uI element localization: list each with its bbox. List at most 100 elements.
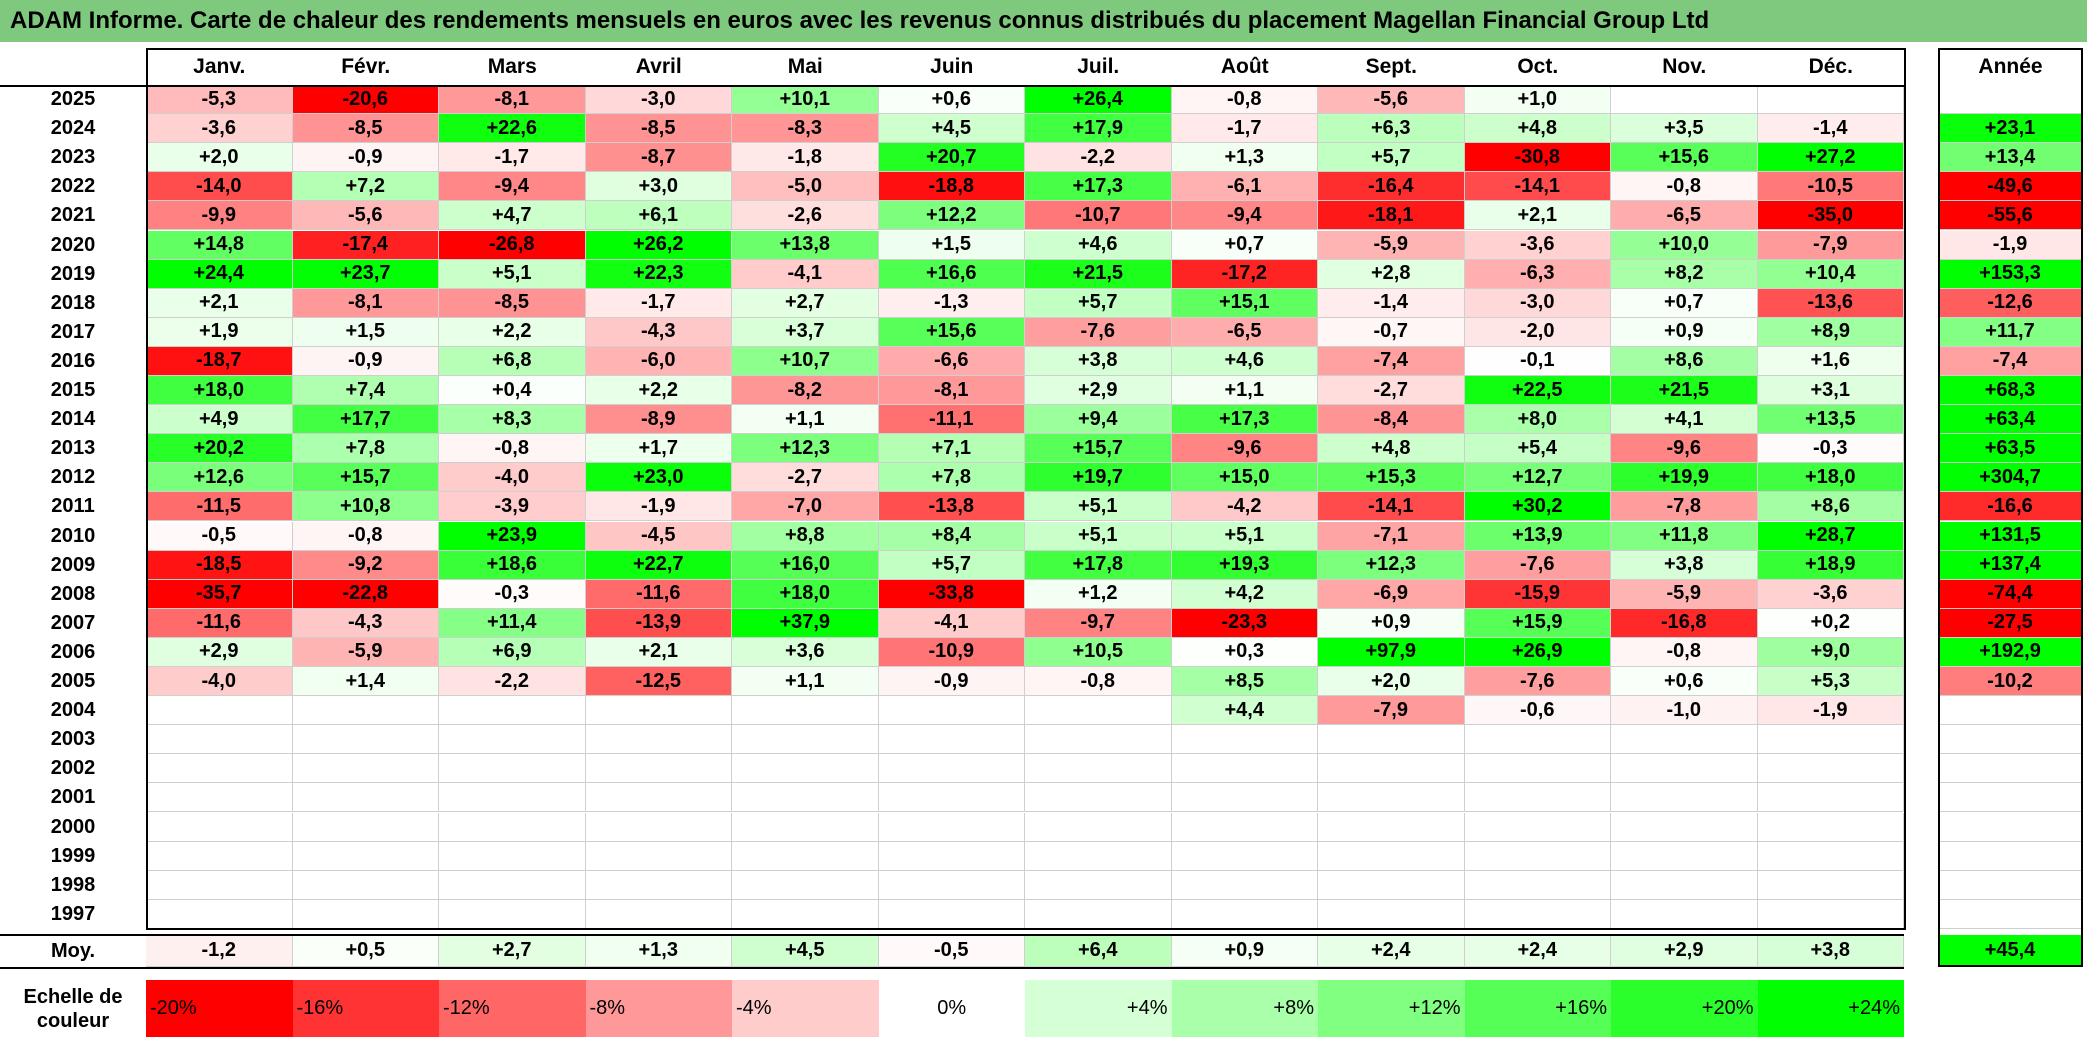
heatmap-cell: +3,0 bbox=[585, 172, 732, 202]
heatmap-cell: +2,2 bbox=[439, 317, 586, 347]
heatmap-cell: +4,1 bbox=[1611, 405, 1758, 435]
color-scale-swatch: 0% bbox=[878, 980, 1025, 1037]
annual-cell: -49,6 bbox=[1938, 172, 2083, 202]
heatmap-cell: -0,6 bbox=[1464, 696, 1611, 726]
month-header: Avril bbox=[635, 54, 682, 78]
heatmap-cell: +97,9 bbox=[1318, 637, 1465, 667]
heatmap-cell bbox=[1757, 812, 1904, 842]
heatmap-cell: +0,2 bbox=[1757, 608, 1904, 638]
heatmap-cell: -0,3 bbox=[439, 579, 586, 609]
color-scale-swatch: -12% bbox=[439, 980, 586, 1037]
heatmap-cell: +4,6 bbox=[1025, 230, 1172, 260]
heatmap-cell: -1,3 bbox=[878, 288, 1025, 318]
heatmap-cell: -4,3 bbox=[292, 608, 439, 638]
heatmap-cell: +7,2 bbox=[292, 172, 439, 202]
average-cell: +6,4 bbox=[1025, 935, 1172, 967]
heatmap-cell bbox=[1318, 870, 1465, 900]
heatmap-cell bbox=[439, 754, 586, 784]
annual-cell: +137,4 bbox=[1938, 550, 2083, 580]
heatmap-cell: -6,5 bbox=[1611, 201, 1758, 231]
heatmap-cell: -14,0 bbox=[146, 172, 293, 202]
heatmap-cell: -35,7 bbox=[146, 579, 293, 609]
heatmap-cell: -14,1 bbox=[1464, 172, 1611, 202]
heatmap-cell: +5,1 bbox=[1025, 492, 1172, 522]
heatmap-cell bbox=[878, 783, 1025, 813]
month-header: Juil. bbox=[1077, 54, 1120, 78]
heatmap-cell: +15,7 bbox=[1025, 434, 1172, 464]
heatmap-cell: +3,5 bbox=[1611, 114, 1758, 144]
heatmap-cell: +5,1 bbox=[1171, 521, 1318, 551]
year-label: 2009 bbox=[50, 553, 96, 576]
annual-cell: +23,1 bbox=[1938, 114, 2083, 144]
heatmap-cell: -13,9 bbox=[585, 608, 732, 638]
heatmap-cell bbox=[1464, 899, 1611, 929]
year-label: 2013 bbox=[50, 437, 96, 460]
heatmap-cell bbox=[585, 870, 732, 900]
heatmap-cell: -0,8 bbox=[1171, 85, 1318, 115]
year-label: 2002 bbox=[50, 757, 96, 780]
year-label: 2001 bbox=[50, 786, 96, 809]
heatmap-cell bbox=[1318, 841, 1465, 871]
heatmap-cell: +4,2 bbox=[1171, 579, 1318, 609]
color-scale-swatch: -16% bbox=[292, 980, 439, 1037]
heatmap-cell: +8,5 bbox=[1171, 667, 1318, 697]
average-cell: +3,8 bbox=[1757, 935, 1904, 967]
annual-cell bbox=[1938, 754, 2083, 784]
heatmap-cell: +7,8 bbox=[292, 434, 439, 464]
heatmap-cell bbox=[585, 783, 732, 813]
heatmap-cell: +10,1 bbox=[732, 85, 879, 115]
heatmap-cell bbox=[1171, 812, 1318, 842]
heatmap-cell bbox=[585, 696, 732, 726]
average-cell: +0,5 bbox=[292, 935, 439, 967]
heatmap-cell bbox=[1025, 812, 1172, 842]
year-label: 2004 bbox=[50, 699, 96, 722]
heatmap-cell: +20,7 bbox=[878, 143, 1025, 173]
month-header: Déc. bbox=[1808, 54, 1853, 78]
heatmap-cell bbox=[1611, 899, 1758, 929]
heatmap-cell: +5,7 bbox=[878, 550, 1025, 580]
heatmap-cell: -10,9 bbox=[878, 637, 1025, 667]
heatmap-cell: -6,1 bbox=[1171, 172, 1318, 202]
heatmap-cell bbox=[585, 841, 732, 871]
heatmap-cell: +1,0 bbox=[1464, 85, 1611, 115]
heatmap-cell: +21,5 bbox=[1025, 259, 1172, 289]
heatmap-cell bbox=[1171, 725, 1318, 755]
annual-cell bbox=[1938, 841, 2083, 871]
heatmap-cell: +15,7 bbox=[292, 463, 439, 493]
heatmap-cell: -5,6 bbox=[1318, 85, 1465, 115]
heatmap-cell: -18,1 bbox=[1318, 201, 1465, 231]
heatmap-cell: -12,5 bbox=[585, 667, 732, 697]
heatmap-cell: -0,8 bbox=[439, 434, 586, 464]
heatmap-cell: -8,1 bbox=[439, 85, 586, 115]
heatmap-cell: +4,8 bbox=[1318, 434, 1465, 464]
year-label: 2018 bbox=[50, 291, 96, 314]
heatmap-cell: -1,9 bbox=[585, 492, 732, 522]
annual-cell: +304,7 bbox=[1938, 463, 2083, 493]
heatmap-cell: -4,1 bbox=[732, 259, 879, 289]
heatmap-cell: +10,4 bbox=[1757, 259, 1904, 289]
average-cell: -0,5 bbox=[878, 935, 1025, 967]
heatmap-cell: -7,6 bbox=[1025, 317, 1172, 347]
heatmap-cell: +4,9 bbox=[146, 405, 293, 435]
heatmap-cell: +2,7 bbox=[732, 288, 879, 318]
heatmap-cell: +0,9 bbox=[1318, 608, 1465, 638]
heatmap-cell bbox=[732, 899, 879, 929]
heatmap-cell: +18,0 bbox=[146, 376, 293, 406]
heatmap-cell bbox=[1318, 783, 1465, 813]
heatmap-cell: +16,0 bbox=[732, 550, 879, 580]
year-label: 2006 bbox=[50, 640, 96, 663]
heatmap-cell: -3,6 bbox=[146, 114, 293, 144]
annual-cell: -27,5 bbox=[1938, 608, 2083, 638]
annual-cell: +63,5 bbox=[1938, 434, 2083, 464]
heatmap-cell: +3,1 bbox=[1757, 376, 1904, 406]
heatmap-cell: +12,2 bbox=[878, 201, 1025, 231]
heatmap-cell: -0,7 bbox=[1318, 317, 1465, 347]
heatmap-cell: -4,1 bbox=[878, 608, 1025, 638]
heatmap-cell: +10,5 bbox=[1025, 637, 1172, 667]
heatmap-cell: -0,1 bbox=[1464, 346, 1611, 376]
heatmap-cell: +12,3 bbox=[732, 434, 879, 464]
heatmap-cell: -1,7 bbox=[439, 143, 586, 173]
heatmap-cell: -4,5 bbox=[585, 521, 732, 551]
heatmap-cell: +5,3 bbox=[1757, 667, 1904, 697]
annual-cell bbox=[1938, 725, 2083, 755]
